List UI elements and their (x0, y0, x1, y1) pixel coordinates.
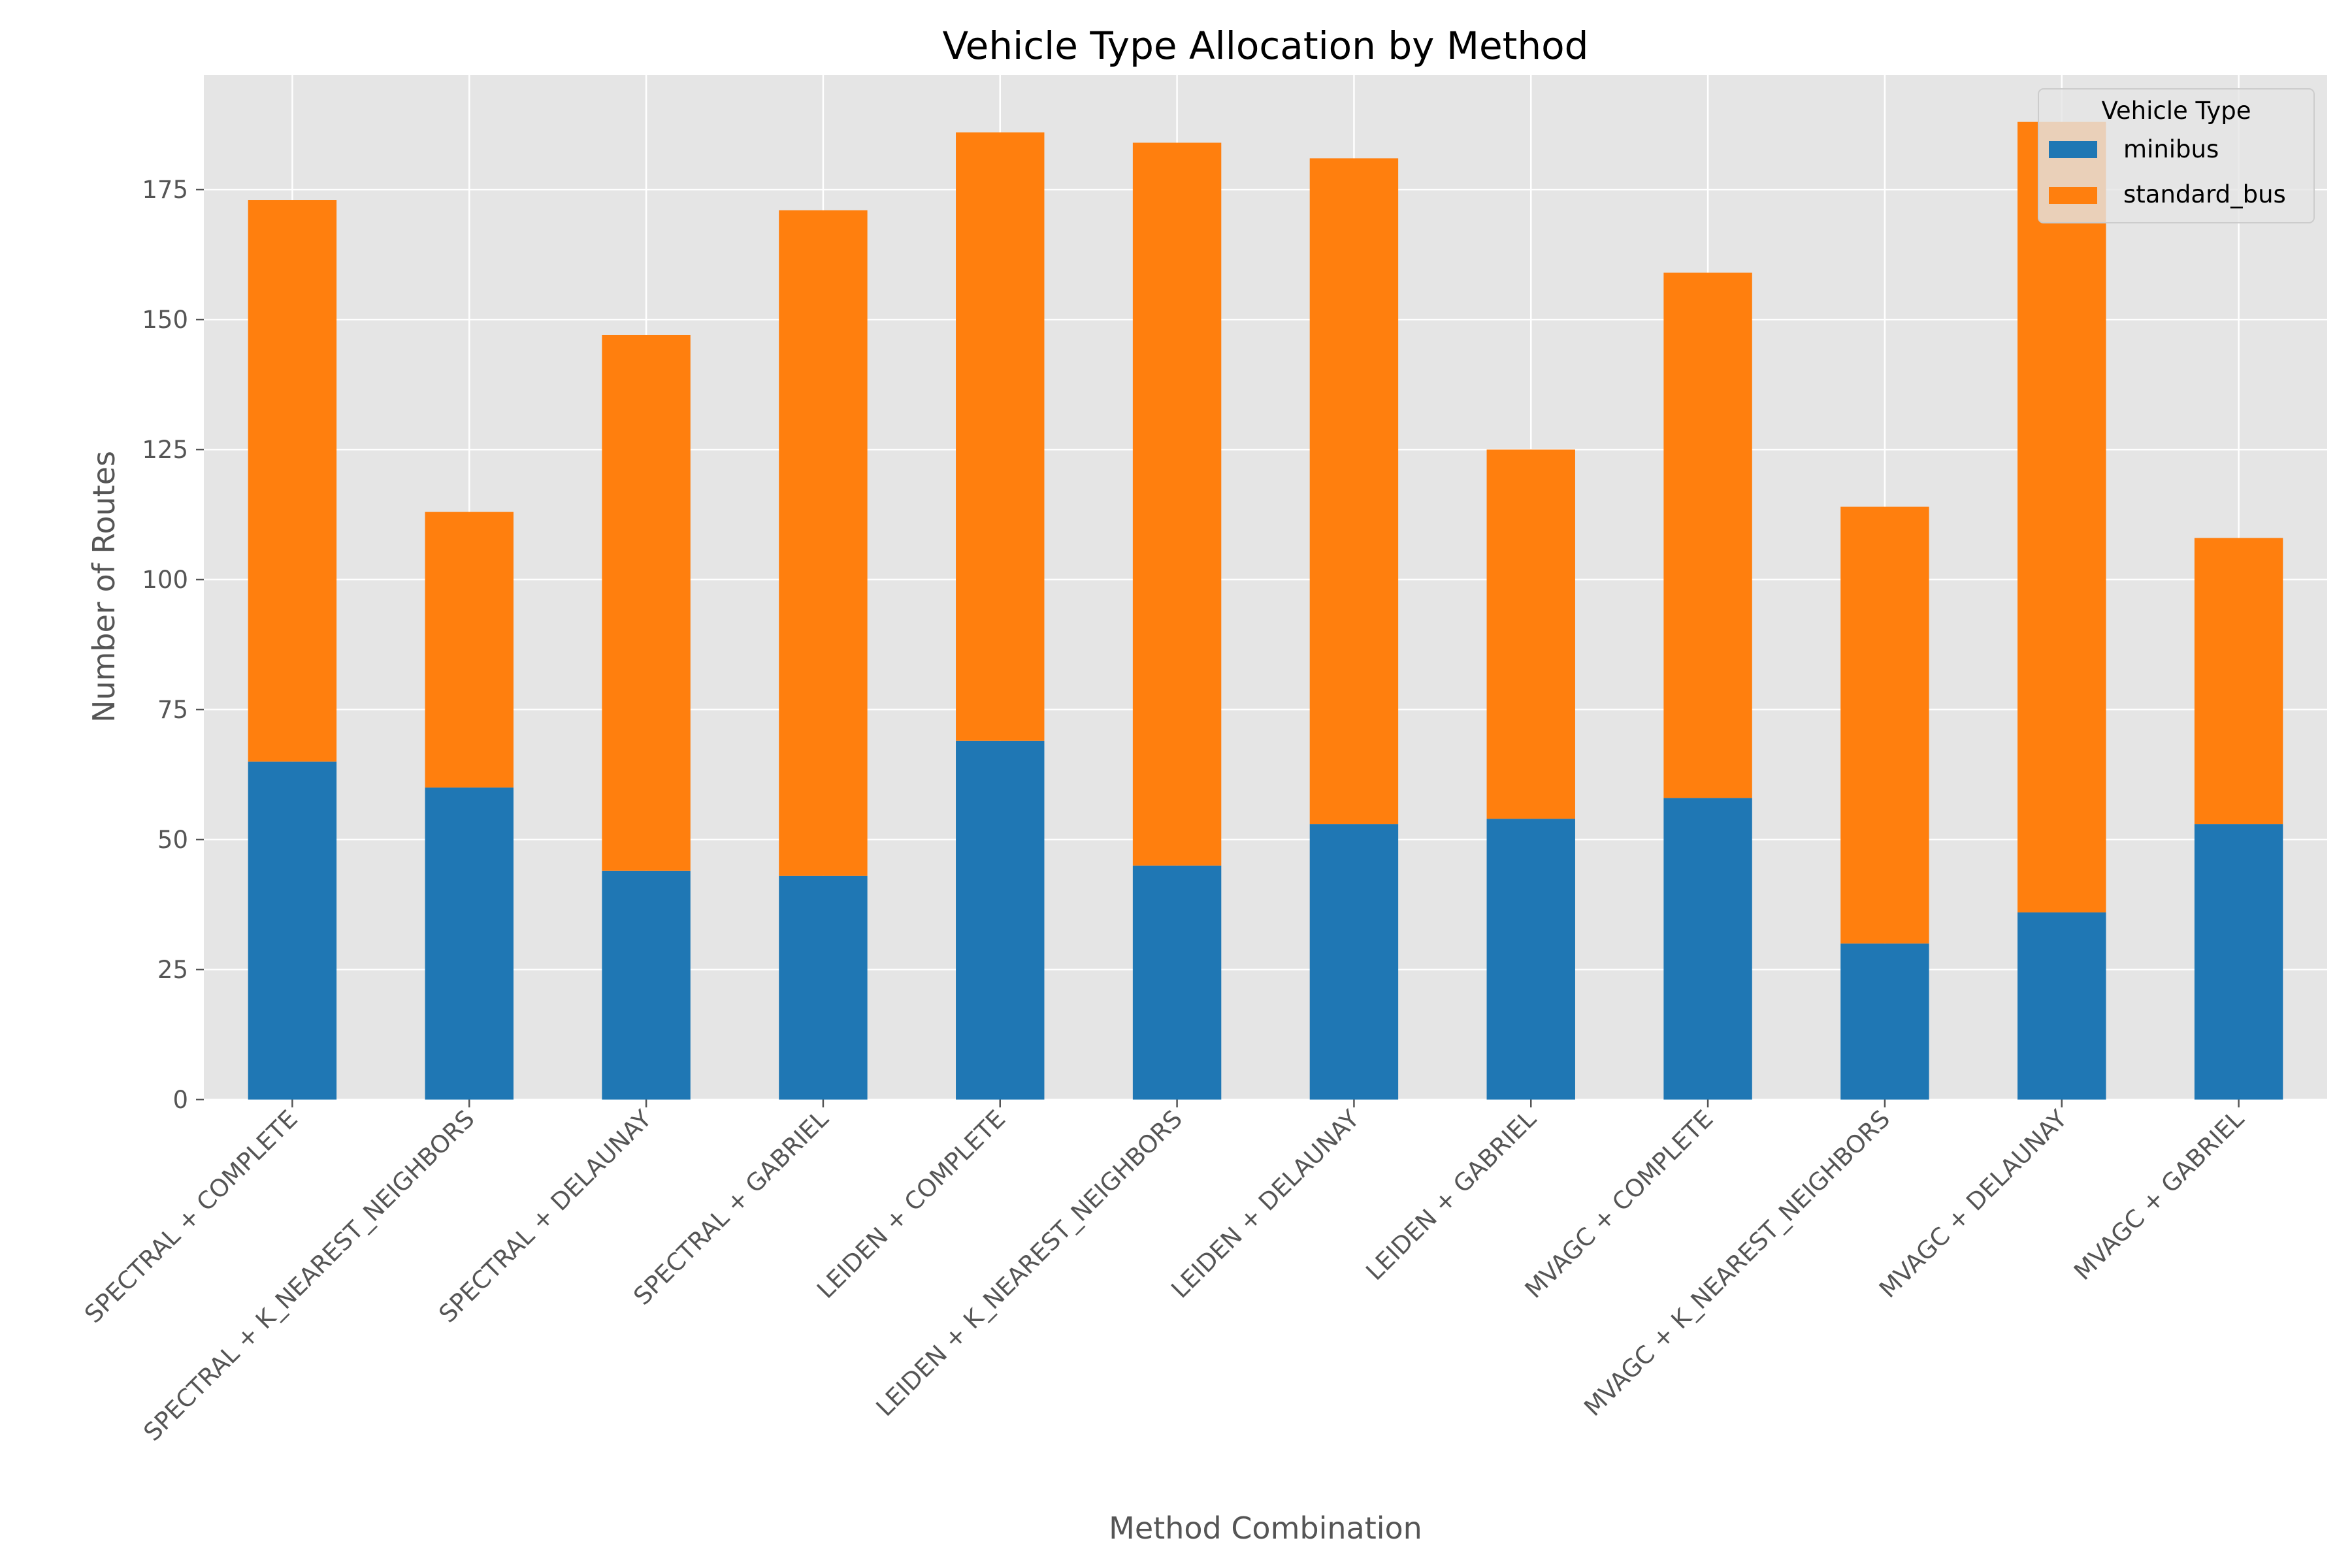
x-tick-label-12: MVAGC + GABRIEL (2068, 1105, 2249, 1286)
bar-standard-bus-7 (1309, 158, 1399, 825)
y-tick-label-50: 50 (157, 826, 188, 854)
x-tick-label-8: LEIDEN + GABRIEL (1360, 1105, 1541, 1286)
x-tick-label-11: MVAGC + DELAUNAY (1874, 1105, 2072, 1303)
x-tick-label-4: SPECTRAL + GABRIEL (628, 1105, 834, 1311)
legend-label-standard-bus: standard_bus (2123, 180, 2286, 208)
bar-minibus-4 (779, 875, 868, 1100)
legend-swatch-minibus (2049, 141, 2097, 158)
legend-label-minibus: minibus (2123, 135, 2219, 163)
bar-minibus-10 (1840, 943, 1929, 1100)
legend-box (2038, 88, 2315, 223)
bar-standard-bus-3 (602, 335, 691, 871)
y-axis-label: Number of Routes (86, 451, 122, 723)
legend-title: Vehicle Type (2101, 97, 2251, 125)
bar-minibus-5 (956, 740, 1045, 1100)
bar-minibus-3 (602, 870, 691, 1100)
bar-minibus-12 (2194, 824, 2283, 1100)
bar-standard-bus-5 (956, 132, 1045, 741)
bar-minibus-7 (1309, 824, 1399, 1100)
bar-minibus-11 (2017, 912, 2106, 1100)
y-axis-ticks: 0 25 50 75 100 125 150 175 (142, 176, 204, 1114)
x-axis-label: Method Combination (1109, 1511, 1422, 1546)
legend: Vehicle Type minibus standard_bus (2038, 88, 2315, 223)
bar-minibus-2 (425, 787, 514, 1100)
bar-minibus-1 (248, 761, 337, 1100)
bars (248, 122, 2283, 1100)
bar-standard-bus-4 (779, 210, 868, 876)
y-tick-label-25: 25 (157, 956, 188, 984)
x-tick-label-6: LEIDEN + K_NEAREST_NEIGHBORS (871, 1105, 1188, 1422)
y-tick-label-175: 175 (142, 176, 188, 204)
bar-standard-bus-11 (2017, 122, 2106, 913)
x-tick-label-3: SPECTRAL + DELAUNAY (433, 1105, 657, 1328)
plot-background (204, 75, 2327, 1100)
y-tick-label-75: 75 (157, 696, 188, 724)
bar-standard-bus-9 (1663, 272, 1752, 798)
x-tick-label-2: SPECTRAL + K_NEAREST_NEIGHBORS (139, 1105, 480, 1446)
y-tick-label-125: 125 (142, 436, 188, 464)
legend-swatch-standard-bus (2049, 187, 2097, 204)
chart-title: Vehicle Type Allocation by Method (943, 24, 1589, 68)
bar-minibus-6 (1132, 865, 1222, 1100)
y-tick-label-0: 0 (172, 1086, 188, 1114)
bar-standard-bus-2 (425, 512, 514, 788)
bar-minibus-9 (1663, 798, 1752, 1100)
bar-standard-bus-8 (1486, 449, 1575, 819)
bar-minibus-8 (1486, 819, 1575, 1100)
bar-standard-bus-6 (1132, 142, 1222, 866)
bar-standard-bus-12 (2194, 538, 2283, 825)
x-tick-label-5: LEIDEN + COMPLETE (811, 1105, 1011, 1304)
x-tick-label-7: LEIDEN + DELAUNAY (1166, 1105, 1365, 1304)
bar-standard-bus-10 (1840, 506, 1929, 944)
bar-standard-bus-1 (248, 200, 337, 762)
x-tick-label-9: MVAGC + COMPLETE (1520, 1105, 1719, 1304)
y-tick-label-100: 100 (142, 566, 188, 594)
x-tick-label-10: MVAGC + K_NEAREST_NEIGHBORS (1578, 1105, 1895, 1422)
y-tick-label-150: 150 (142, 306, 188, 334)
